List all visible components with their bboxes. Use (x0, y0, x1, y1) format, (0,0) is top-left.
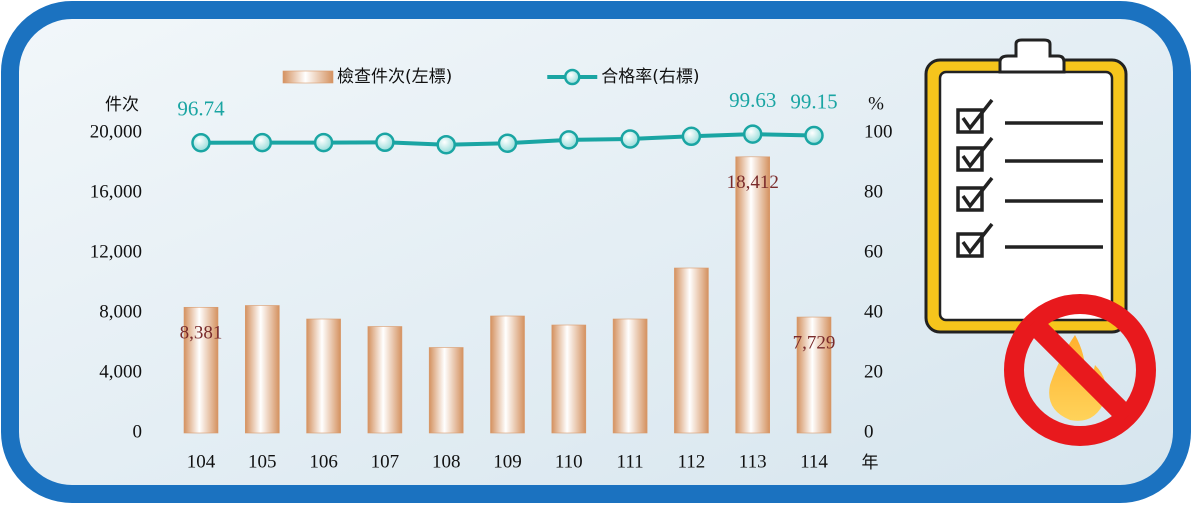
bar (735, 156, 771, 434)
line-marker (620, 129, 640, 149)
line-marker (436, 134, 456, 155)
bar (551, 324, 587, 434)
bar-value-label: 8,381 (180, 323, 223, 344)
bar-value-label: 7,729 (793, 332, 836, 353)
x-tick-label: 104 (187, 451, 216, 472)
y-tick-label: 16,000 (90, 181, 142, 202)
bar (612, 318, 648, 434)
bar (674, 267, 709, 434)
bar (183, 306, 219, 434)
bar (428, 347, 464, 434)
line-value-label: 99.15 (790, 89, 837, 113)
y-tick-label: 4,000 (99, 361, 142, 382)
legend-label: 檢查件次(左標) (337, 67, 452, 87)
x-tick-label: 110 (555, 451, 583, 472)
x-tick-label: 114 (800, 451, 828, 472)
line-marker (742, 124, 763, 144)
y2-tick-label: 40 (864, 301, 883, 322)
bar-value-label: 18,412 (727, 172, 779, 193)
y2-tick-label: 80 (864, 181, 883, 202)
line-marker (497, 133, 518, 153)
legend-swatch (282, 70, 334, 84)
y2-tick-label: 0 (864, 421, 874, 442)
y2-tick-label: 20 (864, 361, 883, 382)
y2-axis-label: % (868, 93, 884, 114)
line-value-label: 99.63 (729, 88, 776, 112)
bar (796, 316, 832, 434)
bar (367, 326, 403, 434)
line-marker (313, 132, 334, 153)
x-tick-label: 107 (371, 451, 400, 472)
x-tick-label: 105 (248, 451, 277, 472)
x-tick-label: 106 (309, 451, 338, 472)
bar (490, 315, 525, 434)
x-axis-label: 年 (862, 453, 879, 473)
line-marker (252, 132, 273, 153)
x-tick-label: 108 (432, 451, 461, 472)
bar (245, 305, 280, 434)
line-marker (191, 133, 211, 153)
y-tick-label: 20,000 (90, 121, 142, 142)
x-tick-label: 113 (739, 451, 767, 472)
line-value-label: 96.74 (177, 97, 225, 121)
bar (306, 318, 341, 434)
line-marker (804, 125, 824, 146)
x-tick-label: 111 (617, 451, 644, 472)
y2-tick-label: 100 (864, 121, 893, 142)
y2-tick-label: 60 (864, 241, 883, 262)
y-tick-label: 12,000 (90, 241, 142, 262)
y-axis-label: 件次 (105, 95, 139, 115)
line-marker (375, 132, 395, 153)
clipboard-icon (924, 38, 1156, 446)
x-tick-label: 109 (493, 451, 522, 472)
legend-swatch (564, 68, 581, 86)
y-tick-label: 8,000 (99, 301, 142, 322)
line-marker (681, 126, 702, 147)
y-tick-label: 0 (133, 421, 143, 442)
x-tick-label: 112 (678, 451, 706, 472)
line-marker (559, 130, 579, 150)
legend-label: 合格率(右標) (601, 67, 699, 87)
